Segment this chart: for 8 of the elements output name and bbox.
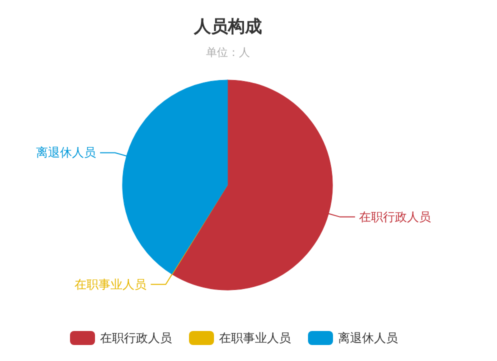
slice-label: 离退休人员 — [36, 146, 96, 160]
chart-subtitle: 单位：人 — [206, 46, 250, 59]
chart-title: 人员构成 — [193, 17, 262, 37]
legend-label: 离退休人员 — [338, 331, 398, 345]
legend-label: 在职行政人员 — [100, 331, 172, 345]
slice-label: 在职行政人员 — [359, 210, 432, 224]
legend-label: 在职事业人员 — [219, 331, 291, 345]
slice-label: 在职事业人员 — [74, 277, 147, 292]
